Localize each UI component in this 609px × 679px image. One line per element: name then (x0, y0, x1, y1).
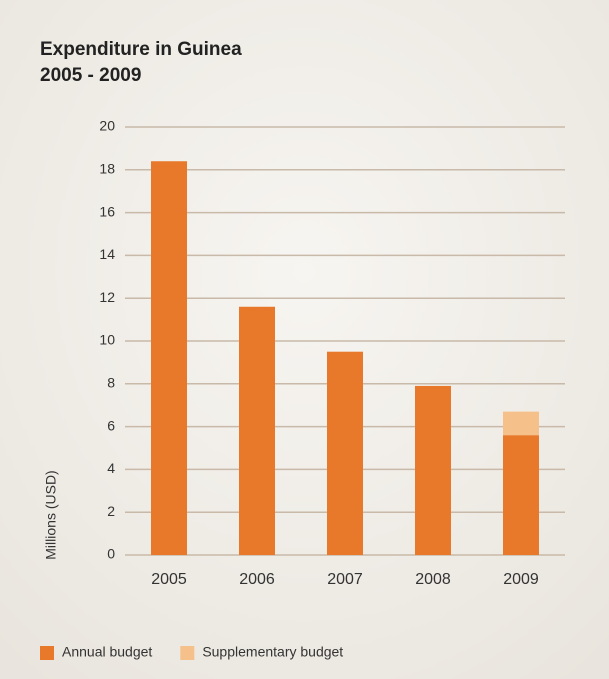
y-tick-label: 12 (99, 289, 115, 305)
x-tick-label: 2008 (415, 571, 451, 588)
bar-segment (239, 306, 275, 555)
y-tick-label: 18 (99, 161, 115, 177)
legend-swatch (180, 646, 195, 660)
x-tick-label: 2006 (239, 571, 275, 588)
y-tick-label: 14 (99, 246, 115, 262)
y-tick-label: 4 (107, 460, 115, 476)
x-tick-label: 2005 (151, 571, 187, 588)
chart-title: Expenditure in Guinea (40, 39, 242, 60)
chart-subtitle: 2005 - 2009 (40, 65, 141, 86)
x-tick-label: 2009 (503, 571, 539, 588)
y-tick-label: 0 (107, 546, 115, 562)
y-tick-label: 8 (107, 375, 115, 391)
bar-segment (503, 435, 539, 555)
y-tick-label: 20 (99, 118, 115, 134)
y-tick-label: 6 (107, 417, 115, 433)
legend-swatch (40, 646, 54, 660)
bar-segment (415, 385, 451, 555)
y-axis-label: Millions (USD) (43, 470, 59, 559)
legend-label: Annual budget (62, 644, 152, 660)
y-tick-label: 16 (99, 203, 115, 219)
legend-label: Supplementary budget (202, 644, 343, 660)
bar-segment (151, 161, 187, 556)
y-tick-label: 2 (107, 503, 115, 519)
y-tick-label: 10 (99, 332, 115, 348)
x-tick-label: 2007 (327, 571, 363, 588)
bar-segment (327, 351, 363, 555)
bar-segment (503, 411, 539, 436)
